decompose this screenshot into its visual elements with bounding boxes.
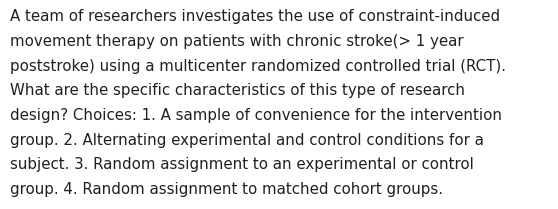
- Text: poststroke) using a multicenter randomized controlled trial (RCT).: poststroke) using a multicenter randomiz…: [10, 59, 506, 74]
- Text: group. 4. Random assignment to matched cohort groups.: group. 4. Random assignment to matched c…: [10, 182, 443, 197]
- Text: What are the specific characteristics of this type of research: What are the specific characteristics of…: [10, 83, 465, 98]
- Text: group. 2. Alternating experimental and control conditions for a: group. 2. Alternating experimental and c…: [10, 133, 484, 148]
- Text: subject. 3. Random assignment to an experimental or control: subject. 3. Random assignment to an expe…: [10, 157, 474, 172]
- Text: design? Choices: 1. A sample of convenience for the intervention: design? Choices: 1. A sample of convenie…: [10, 108, 502, 123]
- Text: A team of researchers investigates the use of constraint-induced: A team of researchers investigates the u…: [10, 9, 500, 24]
- Text: movement therapy on patients with chronic stroke(> 1 year: movement therapy on patients with chroni…: [10, 34, 464, 49]
